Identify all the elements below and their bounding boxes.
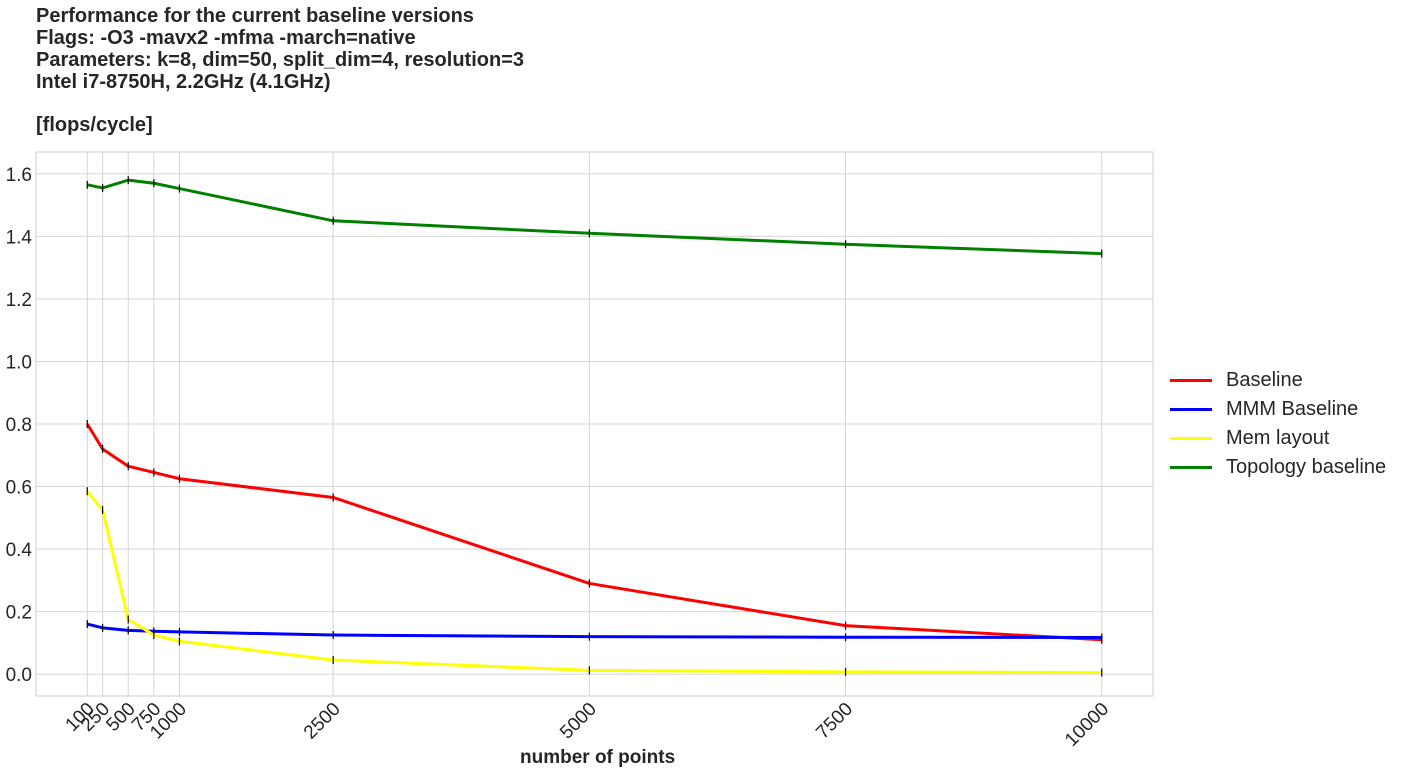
y-tick-label: 0.2 xyxy=(6,603,32,624)
legend-label: Mem layout xyxy=(1226,427,1330,449)
y-tick-label: 1.0 xyxy=(6,352,32,373)
legend-label: MMM Baseline xyxy=(1226,398,1359,420)
y-tick-label: 0.4 xyxy=(6,540,33,561)
y-tick-label: 0.6 xyxy=(6,478,32,499)
title-line-3: Parameters: k=8, dim=50, split_dim=4, re… xyxy=(36,49,524,71)
legend-label: Baseline xyxy=(1226,369,1303,391)
legend-item-baseline: Baseline xyxy=(1170,366,1386,395)
legend-label: Topology baseline xyxy=(1226,456,1387,478)
title-line-2: Flags: -O3 -mavx2 -mfma -march=native xyxy=(36,27,416,49)
x-tick-label: 10000 xyxy=(1061,699,1113,751)
legend: Baseline MMM Baseline Mem layout Topolog… xyxy=(1170,366,1386,482)
y-tick-label: 1.4 xyxy=(6,227,33,248)
title-line-4: Intel i7-8750H, 2.2GHz (4.1GHz) xyxy=(36,71,331,93)
chart-title: Performance for the current baseline ver… xyxy=(36,5,524,93)
legend-item-mmm-baseline: MMM Baseline xyxy=(1170,395,1386,424)
legend-swatch xyxy=(1170,466,1212,469)
legend-item-mem-layout: Mem layout xyxy=(1170,424,1386,453)
y-tick-label: 1.2 xyxy=(6,290,32,311)
x-tick-label: 2500 xyxy=(300,699,345,744)
y-tick-label: 0.8 xyxy=(6,415,32,436)
legend-swatch xyxy=(1170,437,1212,440)
x-axis-label: number of points xyxy=(520,747,676,768)
y-tick-label: 1.6 xyxy=(6,165,32,186)
legend-swatch xyxy=(1170,379,1212,382)
x-tick-label: 5000 xyxy=(556,699,601,744)
legend-swatch xyxy=(1170,408,1212,411)
x-tick-label: 7500 xyxy=(812,699,857,744)
title-line-1: Performance for the current baseline ver… xyxy=(36,5,474,27)
legend-item-topology-baseline: Topology baseline xyxy=(1170,453,1386,482)
y-axis-label: [flops/cycle] xyxy=(36,114,153,136)
y-tick-label: 0.0 xyxy=(6,665,32,686)
